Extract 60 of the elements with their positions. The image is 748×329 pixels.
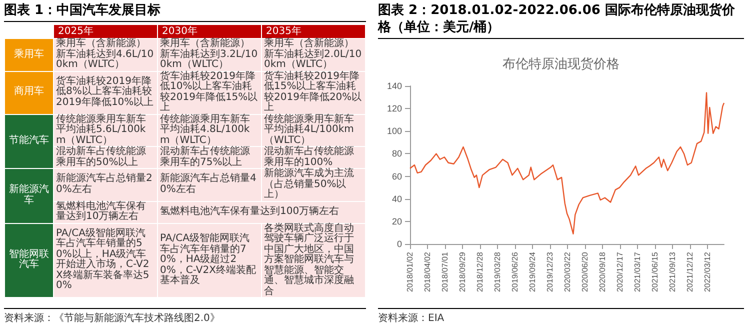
category-label: 智能网联汽车 bbox=[9, 248, 49, 270]
text: 货车油耗较2019年降低10%以上客车油耗较2019年降低15%以上 bbox=[160, 70, 258, 113]
text: 传统能源乘用车新车平均油耗5.6L/100km（WLTC） bbox=[56, 114, 146, 146]
text: 新能源汽车成为主流（占总销量50%以上） bbox=[264, 168, 354, 200]
y-tick-label: 140 bbox=[386, 81, 402, 91]
text: 传统能源乘用车新车平均油耗4L/100km（WLTC） bbox=[264, 114, 354, 146]
text: 混动新车占传统能源乘用车的75%以上 bbox=[160, 146, 250, 168]
text: PA/CA级智能网联汽车占汽车年销量的70%，HA级超过20%，C-V2X终端装配基本普及 bbox=[160, 233, 256, 286]
x-tick-label: 2021/12/12 bbox=[685, 251, 694, 292]
category-label: 节能汽车 bbox=[9, 135, 49, 146]
text: 各类网联式高度自动驾驶车辆广泛运行于中国广大地区，中国方案智能网联汽车与智慧能源、智能交通、智慧城市深度融合 bbox=[264, 222, 354, 296]
category-label: 商用车 bbox=[14, 86, 44, 98]
text: 资料来源：EIA bbox=[378, 308, 744, 325]
line-series bbox=[409, 92, 725, 234]
y-tick-label: 40 bbox=[392, 194, 402, 204]
text: 货车油耗较2019年降低8%以上客车油耗较2019年降低10%以上 bbox=[56, 76, 154, 108]
category-label: 乘用车 bbox=[14, 48, 44, 60]
text: 混动新车占传统能源乘用车的100% bbox=[264, 146, 354, 168]
text: 乘用车（含新能源）新车油耗达到3.2L/100km（WLTC） bbox=[160, 38, 258, 70]
y-tick-label: 0 bbox=[396, 239, 402, 249]
x-tick-label: 2019/03/28 bbox=[492, 251, 502, 292]
x-tick-label: 2018/09/29 bbox=[458, 251, 467, 292]
x-tick-label: 2018/12/28 bbox=[475, 251, 484, 292]
text: 氢燃料电池汽车保有量达到10万辆左右 bbox=[56, 200, 146, 222]
x-tick-label: 2020/06/20 bbox=[580, 251, 590, 292]
x-tick-label: 2018/07/01 bbox=[440, 251, 450, 292]
y-tick-label: 100 bbox=[386, 126, 402, 136]
category-label: 2025年 bbox=[54, 25, 157, 38]
y-tick-label: 80 bbox=[392, 148, 402, 159]
category-label: 2030年 bbox=[158, 25, 261, 38]
text: 乘用车（含新能源）新车油耗达到4.6L/100km（WLTC） bbox=[56, 38, 154, 70]
x-tick-label: 2019/09/24 bbox=[528, 251, 537, 292]
category-label: 2035年 bbox=[262, 25, 365, 38]
x-tick-label: 2018/04/02 bbox=[422, 251, 432, 292]
text: 资料来源：《节能与新能源汽车技术路线图2.0》 bbox=[4, 308, 366, 325]
y-tick-label: 60 bbox=[392, 171, 402, 182]
text: PA/CA级智能网联汽车占汽车年销量的50%以上，HA级汽车开始进入市场，C-V2X终端新车装备率达50% bbox=[56, 228, 150, 292]
text: 氢燃料电池汽车保有量达到100万辆左右 bbox=[160, 206, 340, 217]
x-tick-label: 2021/03/17 bbox=[632, 251, 642, 292]
text: 货车油耗较2019年降低15%以上客车油耗较2019年降低20%以上 bbox=[264, 70, 362, 113]
text: 传统能源乘用车新车平均油耗4.8L/100km（WLTC） bbox=[160, 114, 250, 146]
x-tick-label: 2019/06/26 bbox=[510, 251, 520, 292]
x-tick-label: 2018/01/02 bbox=[406, 251, 414, 292]
chart-subtitle: 布伦特原油现货价格 bbox=[502, 56, 620, 71]
x-tick-label: 2020/09/18 bbox=[598, 251, 607, 292]
x-tick-label: 2021/09/13 bbox=[668, 251, 677, 292]
x-tick-label: 2020/12/17 bbox=[615, 251, 624, 292]
text: 新能源汽车占总销量40%左右 bbox=[160, 173, 256, 195]
y-tick-label: 20 bbox=[392, 216, 402, 226]
category-label: 新能源汽车 bbox=[9, 184, 49, 206]
text: 新能源汽车占总销量20%左右 bbox=[56, 173, 152, 195]
x-tick-label: 2019/12/23 bbox=[545, 251, 554, 292]
x-tick-label: 2021/06/15 bbox=[650, 251, 660, 292]
text: 混动新车占传统能源乘用车的50%以上 bbox=[56, 146, 146, 168]
text: 乘用车（含新能源）新车油耗达到2.0L/100km（WLTC） bbox=[264, 38, 362, 70]
x-tick-label: 2020/03/22 bbox=[562, 251, 572, 292]
x-tick-label: 2022/03/12 bbox=[702, 251, 712, 292]
text: 图表 1：中国汽车发展目标 bbox=[4, 0, 366, 22]
chart-title: 图表 2：2018.01.02-2022.06.06 国际布伦特原油现货价格（单位：美元/桶） bbox=[378, 0, 744, 39]
y-tick-label: 120 bbox=[386, 104, 402, 114]
